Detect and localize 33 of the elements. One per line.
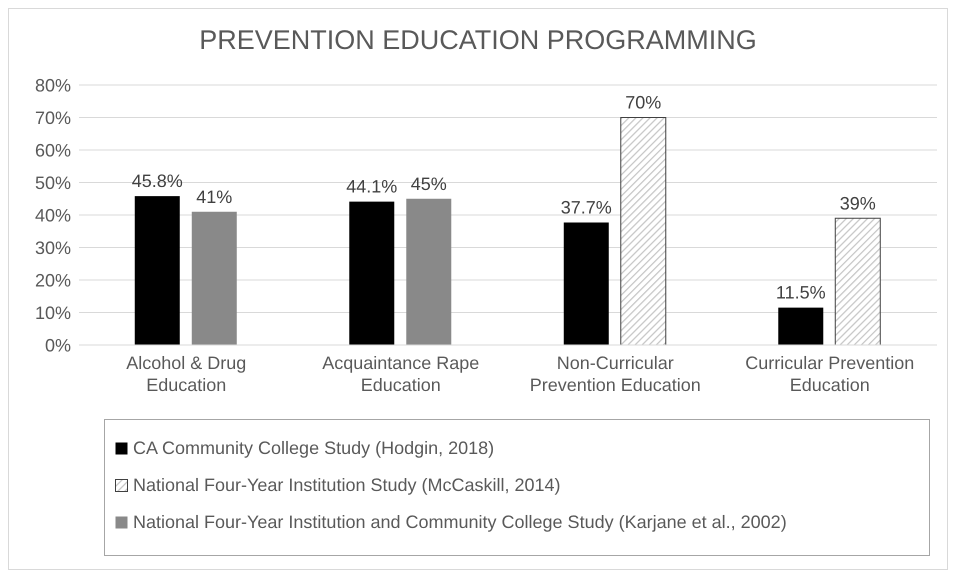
data-label: 11.5%: [776, 282, 826, 303]
bar: [134, 196, 180, 345]
data-label: 39%: [840, 193, 876, 214]
data-label: 45.8%: [132, 171, 183, 192]
data-label: 44.1%: [346, 176, 398, 197]
data-label: 41%: [196, 186, 232, 207]
bar: [406, 198, 452, 345]
bar: [564, 222, 609, 345]
y-tick-label: 20%: [34, 270, 71, 290]
bar: [620, 117, 666, 345]
data-label: 45%: [410, 174, 447, 194]
legend-label: National Four-Year Institution Study (McCaskill, 2014): [133, 475, 561, 496]
y-tick-label: 30%: [34, 238, 71, 258]
data-label: 37.7%: [560, 197, 612, 218]
y-tick-label: 50%: [34, 172, 71, 193]
bar: [192, 212, 237, 345]
data-label: 70%: [625, 92, 662, 112]
y-tick-label: 80%: [34, 75, 71, 96]
x-tick-label: Acquaintance Rape Education: [322, 353, 480, 395]
legend-label: CA Community College Study (Hodgin, 2018): [133, 438, 494, 459]
legend-label: National Four-Year Institution and Community College Study (Karjane et al., 2002): [133, 512, 787, 533]
bar: [349, 202, 394, 345]
bar: [834, 218, 881, 345]
y-tick-label: 0%: [44, 335, 71, 356]
y-tick-label: 40%: [34, 205, 71, 226]
y-tick-label: 10%: [34, 302, 71, 323]
x-tick-label: Non-Curricular Prevention Education: [530, 353, 701, 395]
y-tick-label: 60%: [34, 140, 71, 160]
x-tick-label: Alcohol & Drug Education: [126, 353, 246, 395]
x-tick-label: Curricular Prevention Education: [745, 353, 914, 395]
y-tick-label: 70%: [34, 108, 71, 128]
chart-title: PREVENTION EDUCATION PROGRAMMING: [198, 24, 758, 57]
bar: [778, 308, 824, 345]
